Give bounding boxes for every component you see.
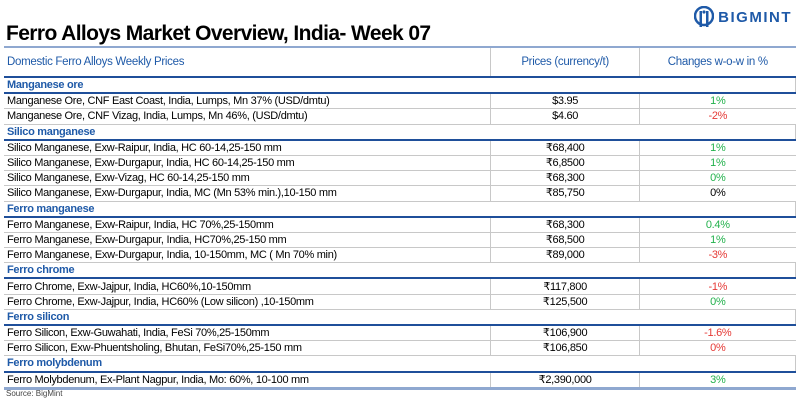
price: ₹2,390,000 xyxy=(490,371,640,390)
price: ₹68,500 xyxy=(490,232,640,249)
item-name: Ferro Silicon, Exw-Phuentsholing, Bhutan… xyxy=(4,340,491,357)
table-row: Ferro Silicon, Exw-Phuentsholing, Bhutan… xyxy=(4,340,796,357)
header-change: Changes w-o-w in % xyxy=(639,46,796,78)
item-name: Ferro Manganese, Exw-Durgapur, India, 10… xyxy=(4,247,491,264)
item-name: Ferro Chrome, Exw-Jajpur, India, HC60%,1… xyxy=(4,278,491,295)
table-row: Ferro Chrome, Exw-Jajpur, India, HC60%,1… xyxy=(4,278,796,295)
change: 0.4% xyxy=(639,216,796,233)
table-row: Silico Manganese, Exw-Durgapur, India, H… xyxy=(4,155,796,172)
price: ₹106,850 xyxy=(490,340,640,357)
header-price: Prices (currency/t) xyxy=(490,46,640,78)
change: 0% xyxy=(639,340,796,357)
change: -1% xyxy=(639,278,796,295)
table-row: Ferro Manganese, Exw-Raipur, India, HC 7… xyxy=(4,216,796,233)
section-row: Silico manganese xyxy=(4,124,796,141)
section-row: Manganese ore xyxy=(4,77,796,95)
section-row: Ferro manganese xyxy=(4,201,796,218)
item-name: Silico Manganese, Exw-Raipur, India, HC … xyxy=(4,139,491,156)
price: ₹68,300 xyxy=(490,170,640,187)
change: 1% xyxy=(639,155,796,172)
section-name: Manganese ore xyxy=(4,77,796,95)
table-row: Ferro Silicon, Exw-Guwahati, India, FeSi… xyxy=(4,325,796,342)
table-row: Ferro Molybdenum, Ex-Plant Nagpur, India… xyxy=(4,371,796,390)
price: ₹6,8500 xyxy=(490,155,640,172)
section-name: Ferro manganese xyxy=(4,201,796,218)
item-name: Manganese Ore, CNF East Coast, India, Lu… xyxy=(4,93,491,110)
table-row: Ferro Manganese, Exw-Durgapur, India, HC… xyxy=(4,232,796,249)
item-name: Ferro Manganese, Exw-Durgapur, India, HC… xyxy=(4,232,491,249)
change: 0% xyxy=(639,294,796,310)
header-item: Domestic Ferro Alloys Weekly Prices xyxy=(4,46,491,78)
change: 1% xyxy=(639,139,796,156)
brand-name: BIGMINT xyxy=(718,8,792,26)
section-row: Ferro silicon xyxy=(4,309,796,326)
change: 0% xyxy=(639,170,796,187)
table-body: Manganese ore Manganese Ore, CNF East Coa… xyxy=(4,77,796,390)
change: -2% xyxy=(639,108,796,125)
price: ₹125,500 xyxy=(490,294,640,310)
price: $4.60 xyxy=(490,108,640,125)
change: 1% xyxy=(639,93,796,110)
change: -3% xyxy=(639,247,796,264)
item-name: Ferro Manganese, Exw-Raipur, India, HC 7… xyxy=(4,216,491,233)
price: ₹89,000 xyxy=(490,247,640,264)
table-row: Silico Manganese, Exw-Vizag, HC 60-14,25… xyxy=(4,170,796,187)
change: -1.6% xyxy=(639,325,796,342)
section-row: Ferro molybdenum xyxy=(4,355,796,373)
section-row: Ferro chrome xyxy=(4,262,796,280)
section-name: Ferro molybdenum xyxy=(4,355,796,373)
price: ₹106,900 xyxy=(490,325,640,342)
item-name: Manganese Ore, CNF Vizag, India, Lumps, … xyxy=(4,108,491,125)
table-header: Domestic Ferro Alloys Weekly Prices Pric… xyxy=(4,46,796,78)
item-name: Ferro Chrome, Exw-Jajpur, India, HC60% (… xyxy=(4,294,491,310)
source-note: Source: BigMint xyxy=(6,389,63,398)
price: ₹85,750 xyxy=(490,185,640,202)
price: ₹68,400 xyxy=(490,139,640,156)
bigmint-logo-icon xyxy=(694,6,715,27)
price: $3.95 xyxy=(490,93,640,110)
table-row: Silico Manganese, Exw-Raipur, India, HC … xyxy=(4,139,796,156)
table-row: Manganese Ore, CNF East Coast, India, Lu… xyxy=(4,93,796,110)
change: 0% xyxy=(639,185,796,202)
change: 3% xyxy=(639,371,796,390)
item-name: Ferro Molybdenum, Ex-Plant Nagpur, India… xyxy=(4,371,491,390)
page-title: Ferro Alloys Market Overview, India- Wee… xyxy=(6,22,431,45)
table-row: Ferro Manganese, Exw-Durgapur, India, 10… xyxy=(4,247,796,264)
item-name: Silico Manganese, Exw-Durgapur, India, M… xyxy=(4,185,491,202)
item-name: Silico Manganese, Exw-Durgapur, India, H… xyxy=(4,155,491,172)
table-row: Ferro Chrome, Exw-Jajpur, India, HC60% (… xyxy=(4,294,796,310)
item-name: Ferro Silicon, Exw-Guwahati, India, FeSi… xyxy=(4,325,491,342)
price: ₹68,300 xyxy=(490,216,640,233)
section-name: Ferro silicon xyxy=(4,309,796,326)
prices-table: Domestic Ferro Alloys Weekly Prices Pric… xyxy=(4,46,796,390)
item-name: Silico Manganese, Exw-Vizag, HC 60-14,25… xyxy=(4,170,491,187)
table-row: Silico Manganese, Exw-Durgapur, India, M… xyxy=(4,185,796,202)
section-name: Silico manganese xyxy=(4,124,796,141)
bigmint-logo: BIGMINT xyxy=(694,6,792,28)
price: ₹117,800 xyxy=(490,278,640,295)
table-row: Manganese Ore, CNF Vizag, India, Lumps, … xyxy=(4,108,796,125)
change: 1% xyxy=(639,232,796,249)
section-name: Ferro chrome xyxy=(4,262,796,280)
